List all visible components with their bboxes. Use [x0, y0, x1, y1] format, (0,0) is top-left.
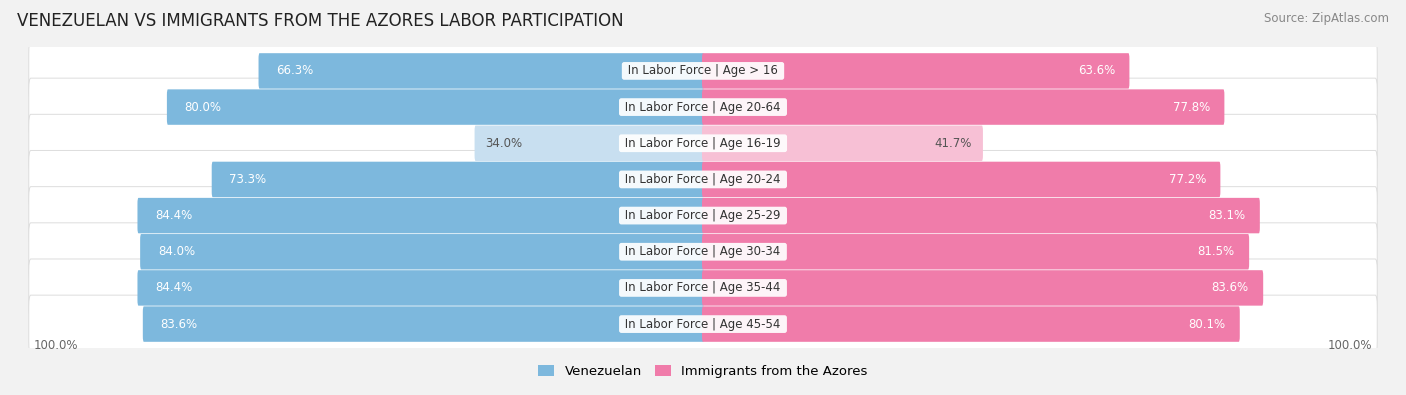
- Text: 66.3%: 66.3%: [276, 64, 314, 77]
- FancyBboxPatch shape: [702, 307, 1240, 342]
- FancyBboxPatch shape: [28, 295, 1378, 353]
- FancyBboxPatch shape: [138, 270, 704, 306]
- Text: In Labor Force | Age 20-64: In Labor Force | Age 20-64: [621, 101, 785, 114]
- FancyBboxPatch shape: [28, 114, 1378, 172]
- Text: 84.4%: 84.4%: [155, 281, 193, 294]
- FancyBboxPatch shape: [702, 126, 983, 161]
- Text: In Labor Force | Age 30-34: In Labor Force | Age 30-34: [621, 245, 785, 258]
- Text: 84.4%: 84.4%: [155, 209, 193, 222]
- Text: 80.1%: 80.1%: [1188, 318, 1226, 331]
- FancyBboxPatch shape: [212, 162, 704, 197]
- FancyBboxPatch shape: [138, 198, 704, 233]
- Text: Source: ZipAtlas.com: Source: ZipAtlas.com: [1264, 12, 1389, 25]
- Text: 77.8%: 77.8%: [1173, 101, 1211, 114]
- Text: 80.0%: 80.0%: [184, 101, 222, 114]
- FancyBboxPatch shape: [702, 53, 1129, 88]
- FancyBboxPatch shape: [143, 307, 704, 342]
- FancyBboxPatch shape: [702, 234, 1249, 269]
- Text: In Labor Force | Age 45-54: In Labor Force | Age 45-54: [621, 318, 785, 331]
- Text: 100.0%: 100.0%: [1327, 339, 1372, 352]
- Text: 73.3%: 73.3%: [229, 173, 267, 186]
- Text: 83.6%: 83.6%: [1212, 281, 1249, 294]
- Text: In Labor Force | Age 25-29: In Labor Force | Age 25-29: [621, 209, 785, 222]
- Legend: Venezuelan, Immigrants from the Azores: Venezuelan, Immigrants from the Azores: [533, 359, 873, 383]
- FancyBboxPatch shape: [28, 223, 1378, 281]
- Text: In Labor Force | Age 20-24: In Labor Force | Age 20-24: [621, 173, 785, 186]
- FancyBboxPatch shape: [141, 234, 704, 269]
- FancyBboxPatch shape: [28, 259, 1378, 317]
- FancyBboxPatch shape: [702, 162, 1220, 197]
- Text: 81.5%: 81.5%: [1198, 245, 1234, 258]
- Text: In Labor Force | Age 16-19: In Labor Force | Age 16-19: [621, 137, 785, 150]
- FancyBboxPatch shape: [28, 187, 1378, 245]
- Text: 41.7%: 41.7%: [935, 137, 972, 150]
- FancyBboxPatch shape: [702, 198, 1260, 233]
- Text: In Labor Force | Age > 16: In Labor Force | Age > 16: [624, 64, 782, 77]
- FancyBboxPatch shape: [28, 78, 1378, 136]
- Text: 63.6%: 63.6%: [1078, 64, 1115, 77]
- Text: In Labor Force | Age 35-44: In Labor Force | Age 35-44: [621, 281, 785, 294]
- FancyBboxPatch shape: [475, 126, 704, 161]
- Text: VENEZUELAN VS IMMIGRANTS FROM THE AZORES LABOR PARTICIPATION: VENEZUELAN VS IMMIGRANTS FROM THE AZORES…: [17, 12, 623, 30]
- FancyBboxPatch shape: [702, 89, 1225, 125]
- FancyBboxPatch shape: [167, 89, 704, 125]
- Text: 83.1%: 83.1%: [1208, 209, 1246, 222]
- Text: 77.2%: 77.2%: [1168, 173, 1206, 186]
- Text: 83.6%: 83.6%: [160, 318, 198, 331]
- Text: 34.0%: 34.0%: [485, 137, 523, 150]
- FancyBboxPatch shape: [28, 150, 1378, 208]
- FancyBboxPatch shape: [259, 53, 704, 88]
- Text: 84.0%: 84.0%: [157, 245, 195, 258]
- FancyBboxPatch shape: [702, 270, 1263, 306]
- Text: 100.0%: 100.0%: [34, 339, 79, 352]
- FancyBboxPatch shape: [28, 42, 1378, 100]
